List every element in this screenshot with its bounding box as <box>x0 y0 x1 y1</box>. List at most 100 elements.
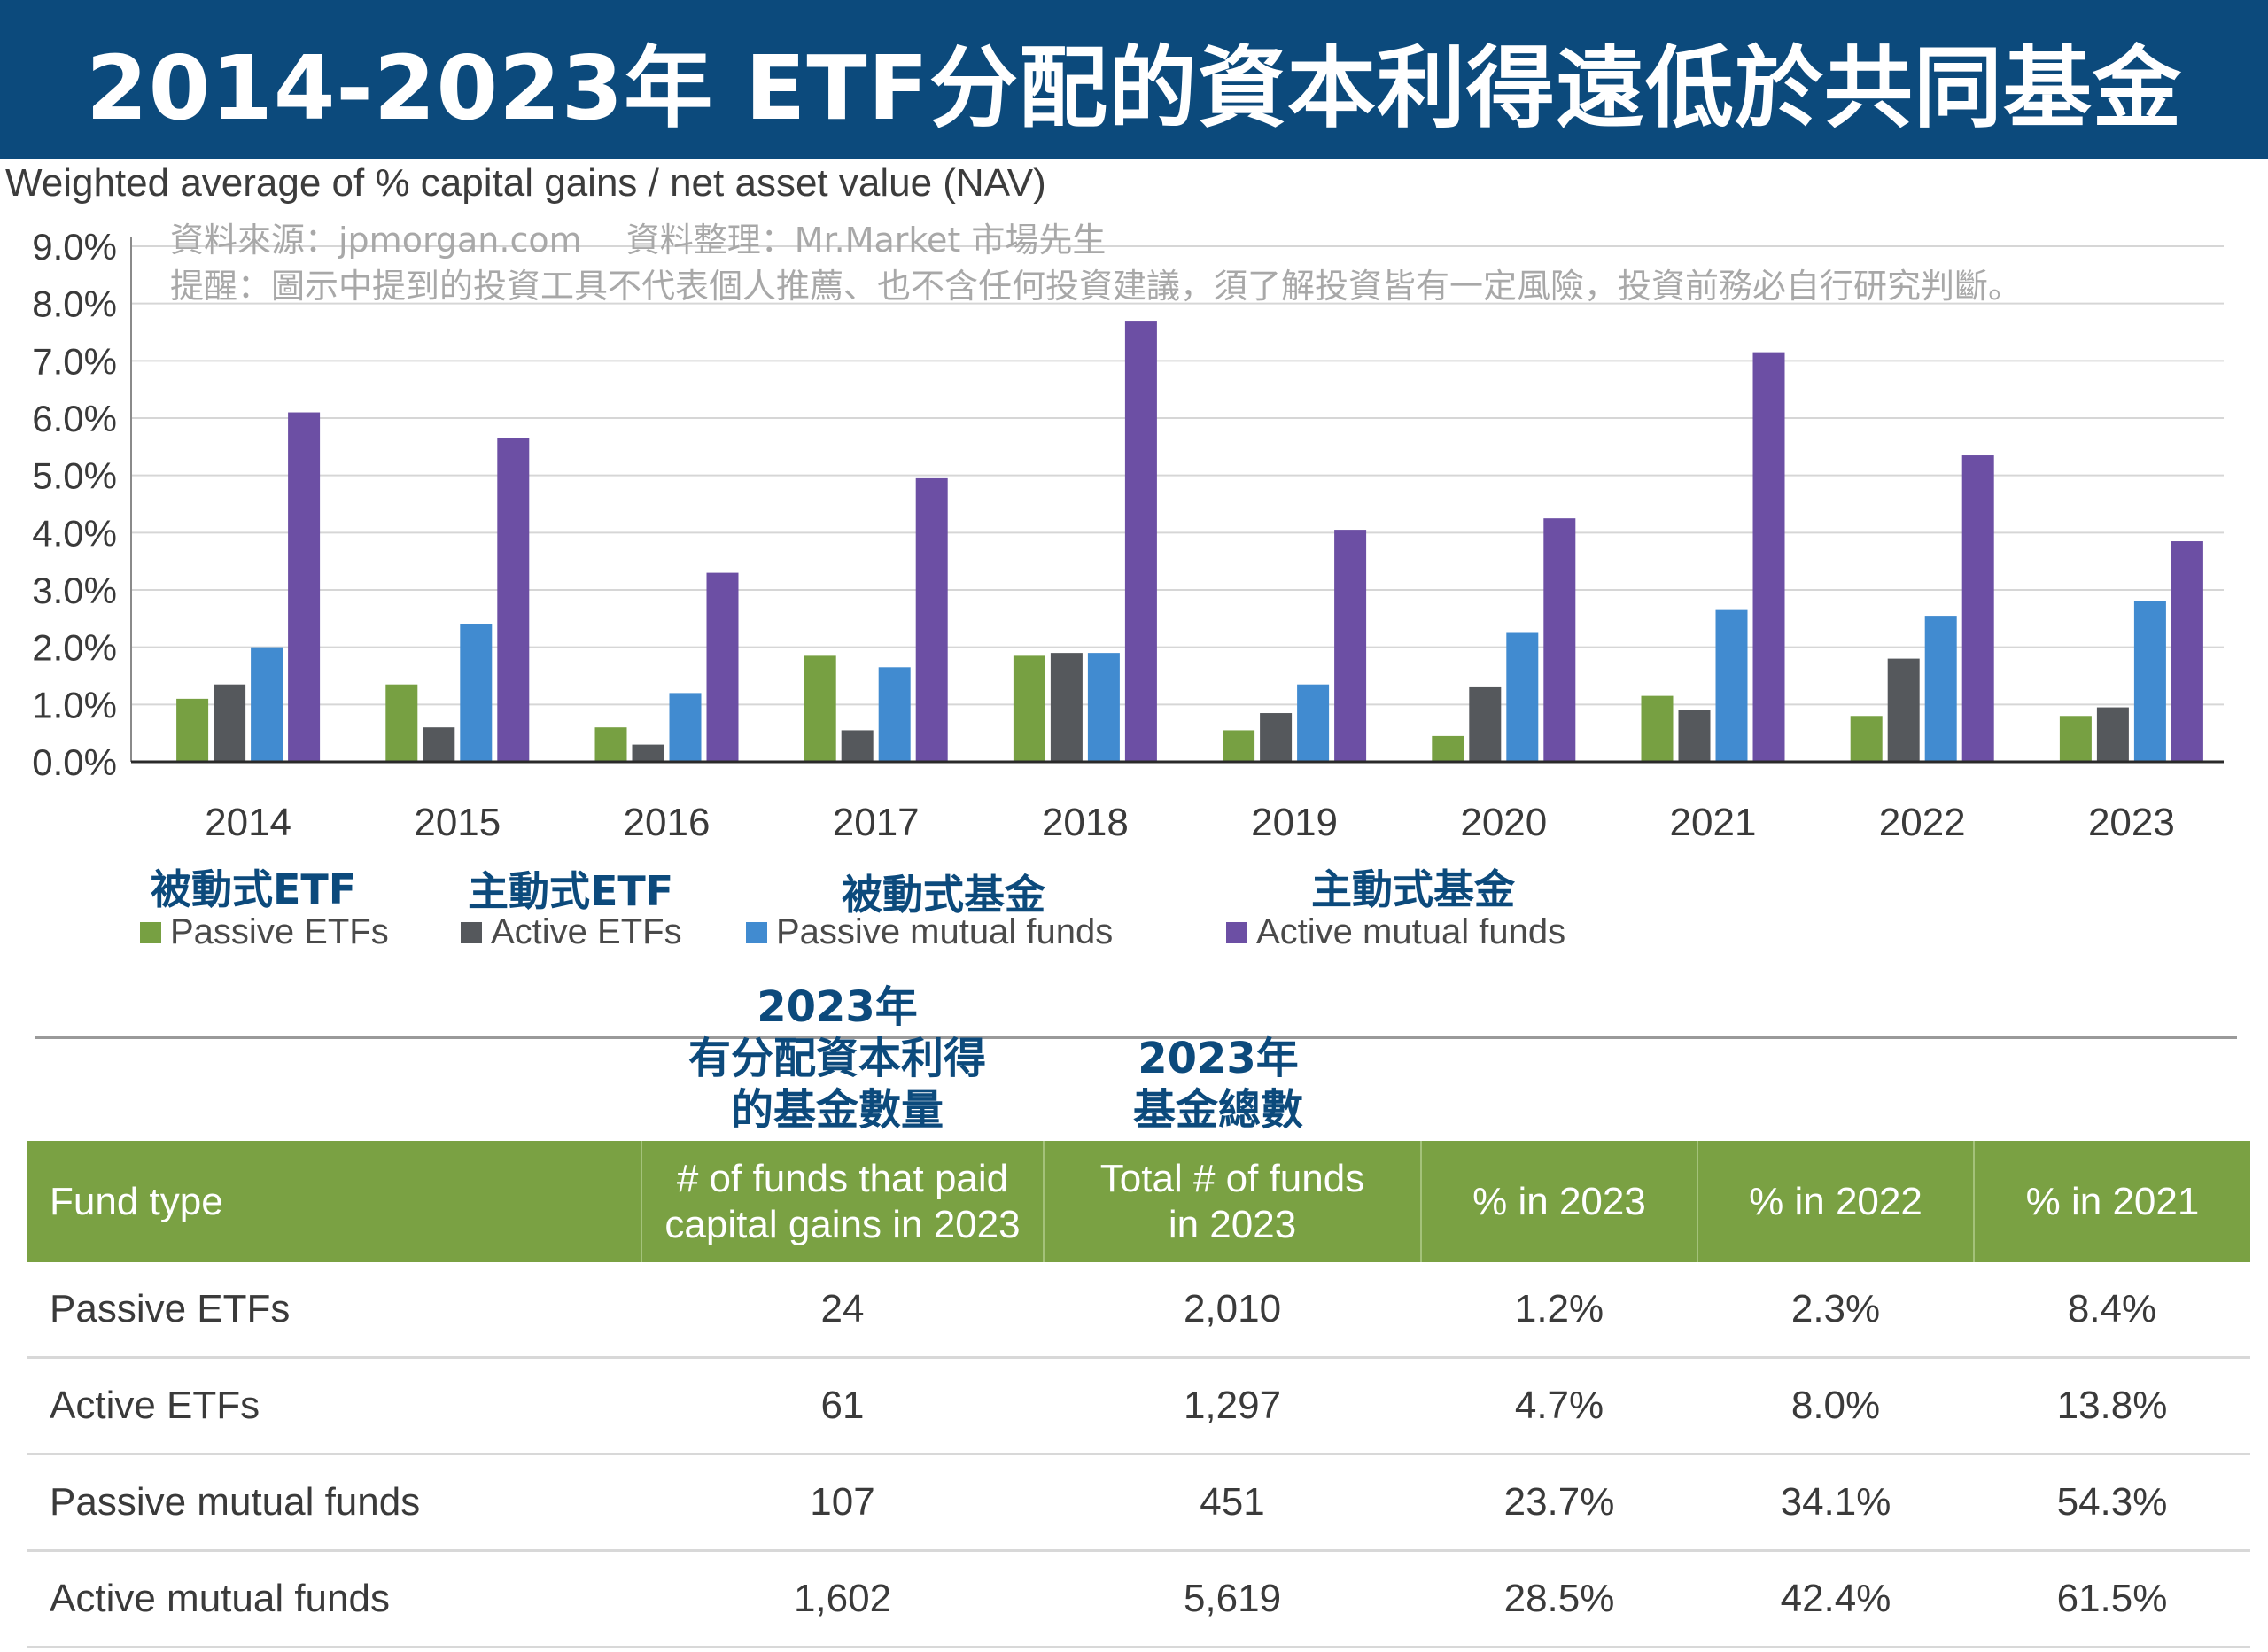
bar-passive-etfs-2017 <box>804 655 836 762</box>
table-row: Active ETFs 61 1,297 4.7% 8.0% 13.8% <box>27 1357 2250 1455</box>
chart-subtitle: Weighted average of % capital gains / ne… <box>5 161 1046 205</box>
table-row: Passive ETFs 24 2,010 1.2% 2.3% 8.4% <box>27 1262 2250 1359</box>
cell-fund-type: Active ETFs <box>27 1357 641 1455</box>
bar-passive-etfs-2019 <box>1223 730 1255 762</box>
y-tick-label: 9.0% <box>32 226 117 268</box>
cell-pct-2021: 54.3% <box>1974 1454 2250 1552</box>
bar-active-etfs-2019 <box>1260 713 1293 762</box>
bar-passive-mutual-funds-2020 <box>1506 632 1539 762</box>
bar-passive-mutual-funds-2019 <box>1297 684 1330 762</box>
bar-active-mutual-funds-2017 <box>915 477 948 762</box>
cell-pct-2022: 2.3% <box>1697 1262 1974 1359</box>
x-tick-label: 2017 <box>833 801 920 844</box>
bar-passive-etfs-2020 <box>1432 735 1464 762</box>
bar-active-etfs-2021 <box>1678 710 1711 762</box>
x-tick-label: 2022 <box>1879 801 1966 844</box>
legend-label: Active ETFs <box>491 912 682 951</box>
table-row: Passive mutual funds 107 451 23.7% 34.1%… <box>27 1454 2250 1552</box>
bar-active-etfs-2022 <box>1887 658 1920 762</box>
cell-pct-2022: 34.1% <box>1697 1454 1974 1552</box>
cell-pct-2021: 8.4% <box>1974 1262 2250 1359</box>
bar-passive-mutual-funds-2018 <box>1087 653 1120 762</box>
y-tick-label: 4.0% <box>32 512 117 554</box>
bar-passive-mutual-funds-2017 <box>878 667 911 762</box>
x-tick-label: 2020 <box>1460 801 1547 844</box>
legend-item-active-etfs: Active ETFs <box>461 912 682 952</box>
y-tick-label: 2.0% <box>32 627 117 669</box>
bar-passive-mutual-funds-2022 <box>1924 616 1957 762</box>
bar-active-etfs-2014 <box>214 684 246 762</box>
bar-passive-etfs-2015 <box>385 684 418 762</box>
bar-passive-etfs-2016 <box>594 727 627 762</box>
bar-active-etfs-2016 <box>632 744 664 762</box>
bar-active-mutual-funds-2020 <box>1543 518 1576 762</box>
legend-cn-passive-etfs: 被動式ETF <box>151 865 357 913</box>
cell-total-funds: 1,297 <box>1044 1357 1421 1455</box>
table-row: Active mutual funds 1,602 5,619 28.5% 42… <box>27 1550 2250 1648</box>
bar-active-etfs-2020 <box>1469 686 1502 762</box>
x-tick-label: 2015 <box>414 801 501 844</box>
cell-pct-2021: 13.8% <box>1974 1357 2250 1455</box>
cell-pct-2022: 42.4% <box>1697 1550 1974 1648</box>
x-tick-label: 2023 <box>2088 801 2175 844</box>
y-tick-label: 0.0% <box>32 741 117 783</box>
cell-total-funds: 5,619 <box>1044 1550 1421 1648</box>
page-title-banner: 2014-2023年 ETF分配的資本利得遠低於共同基金 <box>0 0 2268 159</box>
bar-passive-etfs-2021 <box>1641 695 1674 762</box>
cell-pct-2023: 1.2% <box>1421 1262 1697 1359</box>
bar-active-etfs-2018 <box>1050 653 1083 762</box>
y-tick-label: 5.0% <box>32 455 117 497</box>
legend-cn-active-mutual-funds: 主動式基金 <box>1311 865 1515 913</box>
bar-passive-etfs-2022 <box>1850 716 1883 762</box>
x-tick-label: 2018 <box>1042 801 1129 844</box>
disclaimer-note: 提醒：圖示中提到的投資工具不代表個人推薦、也不含任何投資建議，須了解投資皆有一定… <box>170 267 2023 306</box>
cell-pct-2023: 28.5% <box>1421 1550 1697 1648</box>
legend-swatch-icon <box>1226 921 1247 943</box>
col-header-total-funds: Total # of funds in 2023 <box>1044 1141 1422 1262</box>
cell-fund-type: Passive ETFs <box>27 1262 641 1359</box>
y-tick-label: 8.0% <box>32 283 117 325</box>
bar-active-mutual-funds-2018 <box>1124 321 1157 762</box>
section-divider <box>35 1036 2237 1039</box>
cell-pct-2022: 8.0% <box>1697 1357 1974 1455</box>
cell-funds-paid: 1,602 <box>641 1550 1044 1648</box>
bar-active-mutual-funds-2015 <box>497 438 530 762</box>
col-header-pct-2023: % in 2023 <box>1421 1141 1698 1262</box>
y-tick-label: 3.0% <box>32 570 117 611</box>
bar-active-etfs-2023 <box>2096 707 2129 762</box>
bar-passive-mutual-funds-2023 <box>2133 601 2166 762</box>
legend-item-passive-etfs: Passive ETFs <box>140 912 389 952</box>
x-tick-label: 2021 <box>1670 801 1757 844</box>
bar-passive-mutual-funds-2014 <box>251 647 284 762</box>
bar-active-mutual-funds-2021 <box>1752 352 1785 762</box>
col-header-pct-2022: % in 2022 <box>1697 1141 1975 1262</box>
cell-funds-paid: 107 <box>641 1454 1044 1552</box>
cell-fund-type: Passive mutual funds <box>27 1454 641 1552</box>
bar-passive-mutual-funds-2015 <box>460 624 493 762</box>
col-header-fund-type: Fund type <box>27 1141 642 1262</box>
x-tick-label: 2016 <box>624 801 711 844</box>
capital-gains-table: Fund type # of funds that paid capital g… <box>27 1141 2250 1648</box>
bar-active-mutual-funds-2016 <box>706 572 739 762</box>
bar-passive-etfs-2018 <box>1013 655 1045 762</box>
cell-pct-2023: 4.7% <box>1421 1357 1697 1455</box>
bar-active-mutual-funds-2019 <box>1334 530 1367 762</box>
col-header-pct-2021: % in 2021 <box>2025 1179 2200 1223</box>
legend-label: Passive mutual funds <box>776 912 1114 951</box>
bar-active-etfs-2015 <box>423 727 455 762</box>
bar-active-mutual-funds-2014 <box>288 412 321 762</box>
cell-fund-type: Active mutual funds <box>27 1550 641 1648</box>
bar-chart: 0.0% 1.0% 2.0% 3.0% 4.0% 5.0% 6.0% 7.0% 8.0% 9.0%… <box>32 226 2224 844</box>
cell-total-funds: 451 <box>1044 1454 1421 1552</box>
bar-passive-etfs-2023 <box>2059 716 2092 762</box>
y-tick-label: 6.0% <box>32 398 117 439</box>
legend-swatch-icon <box>746 921 767 943</box>
bar-active-mutual-funds-2022 <box>1961 455 1994 762</box>
legend-label: Active mutual funds <box>1256 912 1566 951</box>
cell-funds-paid: 24 <box>641 1262 1044 1359</box>
legend-item-passive-mutual-funds: Passive mutual funds <box>746 912 1113 952</box>
cell-pct-2021: 61.5% <box>1974 1550 2250 1648</box>
cell-pct-2023: 23.7% <box>1421 1454 1697 1552</box>
bar-active-etfs-2017 <box>841 730 874 762</box>
y-tick-label: 7.0% <box>32 340 117 382</box>
